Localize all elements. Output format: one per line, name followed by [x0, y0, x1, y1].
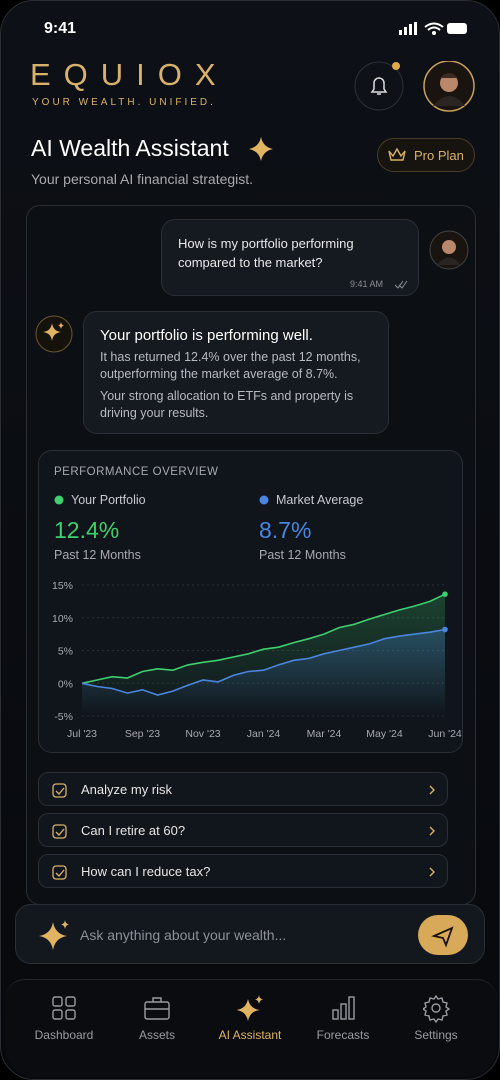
pro-plan-label: Pro Plan — [414, 148, 464, 163]
bottom-nav — [5, 979, 497, 1077]
stat-value: 8.7% — [259, 517, 312, 543]
x-tick-label: May '24 — [366, 728, 403, 740]
brand: EQUIOX — [30, 57, 229, 92]
stat-period: Past 12 Months — [54, 548, 141, 562]
series-area — [82, 629, 445, 716]
series-end-dot — [442, 591, 448, 597]
suggestion-label: Can I retire at 60? — [81, 823, 186, 838]
series-line — [81, 628, 446, 696]
message-time: 9:41 AM — [350, 279, 384, 289]
pro-plan-badge[interactable]: Pro Plan — [377, 138, 475, 172]
tagline: YOUR WEALTH. UNIFIED. — [32, 97, 216, 108]
performance-chart: -5% 0% 5% 10% 15% Jul '23 Sep '23 Nov '23 Jan '2… — [52, 580, 462, 740]
series-end-dot — [442, 626, 448, 633]
suggestion-chip[interactable]: How can I reduce tax? — [38, 854, 448, 888]
nav-item[interactable]: Assets — [110, 991, 204, 1042]
nav-item[interactable]: AI Assistant — [203, 991, 297, 1042]
suggestion-chip[interactable]: Analyze my risk — [38, 772, 448, 806]
sparkle-icon — [249, 137, 273, 161]
page-title: AI Wealth Assistant — [31, 135, 229, 161]
suggestion-chip[interactable]: Can I retire at 60? — [38, 813, 448, 847]
nav-item[interactable]: Settings — [389, 991, 483, 1042]
nav-item[interactable]: Dashboard — [17, 991, 111, 1042]
sparkle-icon — [39, 920, 69, 950]
nav-item[interactable]: Forecasts — [296, 991, 390, 1042]
y-tick-label: 0% — [58, 678, 73, 690]
legend-dot — [54, 495, 64, 505]
status-icons — [399, 22, 467, 35]
x-tick-label: Jan '24 — [247, 728, 281, 740]
nav-label: Forecasts — [316, 1028, 370, 1042]
input-placeholder: Ask anything about your wealth... — [80, 927, 287, 943]
ai-message-title: Your portfolio is performing well. — [100, 327, 313, 344]
user-message-text: How is my portfolio performing compared … — [178, 236, 354, 270]
nav-label: Dashboard — [34, 1028, 94, 1042]
nav-icon — [52, 996, 76, 1020]
nav-icon — [237, 995, 263, 1021]
legend-dot — [259, 495, 269, 505]
nav-label: Settings — [414, 1028, 458, 1042]
nav-icon — [423, 995, 451, 1023]
nav-icon — [144, 997, 170, 1020]
series-line — [81, 593, 446, 685]
read-check — [394, 280, 408, 289]
header-buttons[interactable] — [353, 61, 479, 115]
x-tick-label: Nov '23 — [185, 728, 220, 740]
y-tick-label: 5% — [58, 646, 73, 658]
stat-value: 12.4% — [54, 517, 120, 543]
chevron — [429, 785, 435, 795]
y-tick-label: 15% — [52, 580, 73, 592]
x-tick-label: Sep '23 — [125, 728, 160, 740]
ai-message: Your portfolio is performing well. It ha… — [83, 311, 389, 434]
nav-label: Assets — [138, 1028, 175, 1042]
suggestion-label: Analyze my risk — [81, 782, 173, 797]
x-tick-label: Mar '24 — [307, 728, 342, 740]
send-button[interactable] — [418, 915, 468, 955]
performance-card: PERFORMANCE OVERVIEW Your Portfolio 12.4… — [38, 450, 463, 753]
page-subtitle: Your personal AI financial strategist. — [31, 171, 254, 187]
ai-message-paragraph: It has returned 12.4% over the past 12 m… — [100, 350, 361, 381]
ai-message-paragraph: Your strong allocation to ETFs and prope… — [100, 389, 354, 420]
nav-icon — [332, 996, 355, 1020]
suggestion-icon — [52, 865, 67, 880]
ai-avatar — [35, 315, 73, 353]
chat-input[interactable]: Ask anything about your wealth... — [15, 904, 485, 964]
suggestion-icon — [52, 824, 67, 839]
x-tick-label: Jul '23 — [67, 728, 97, 740]
legend-label: Market Average — [276, 493, 364, 507]
suggestion-label: How can I reduce tax? — [81, 864, 211, 879]
chevron — [429, 826, 435, 836]
suggestion-icon — [52, 783, 67, 798]
stat-period: Past 12 Months — [259, 548, 346, 562]
nav-label: AI Assistant — [218, 1028, 282, 1042]
user-avatar — [429, 230, 469, 270]
status-time: 9:41 — [44, 20, 77, 37]
overview-heading: PERFORMANCE OVERVIEW — [54, 466, 219, 478]
legend-label: Your Portfolio — [71, 493, 146, 507]
user-message: How is my portfolio performing compared … — [161, 219, 419, 296]
chevron — [429, 867, 435, 877]
x-tick-label: Jun '24 — [428, 728, 462, 740]
y-tick-label: 10% — [52, 613, 73, 625]
y-tick-label: -5% — [54, 711, 73, 723]
